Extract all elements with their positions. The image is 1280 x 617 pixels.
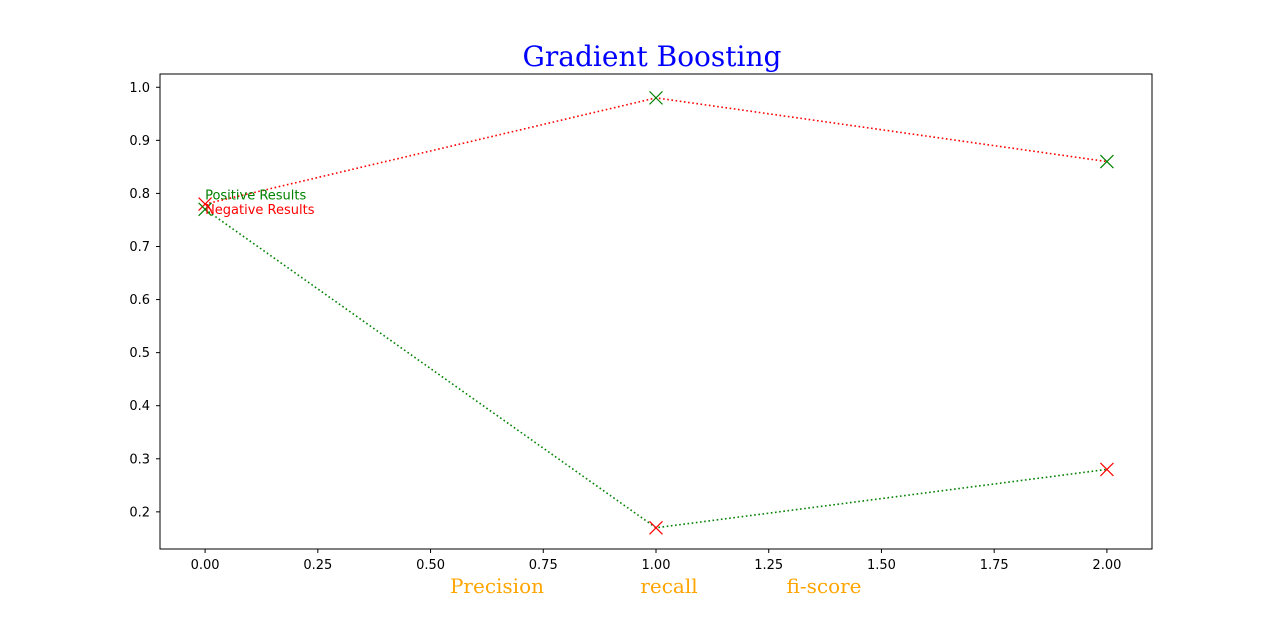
y-tick-label: 0.3 (129, 452, 150, 467)
y-axis: 0.2 0.3 0.4 0.5 0.6 0.7 0.8 0.9 1.0 (129, 81, 160, 520)
x-axis-label-word: fi-score (787, 574, 862, 598)
chart-title: Gradient Boosting (523, 40, 782, 73)
x-tick-label: 1.50 (867, 558, 896, 573)
y-tick-label: 0.6 (129, 293, 150, 308)
series-line-1 (204, 97, 1108, 205)
y-tick-label: 0.2 (129, 505, 150, 520)
data-point-marker (1099, 154, 1114, 169)
annotation-label: Positive Results (205, 188, 306, 203)
x-tick-label: 1.25 (754, 558, 783, 573)
x-tick-label: 2.00 (1092, 558, 1121, 573)
y-tick-label: 1.0 (129, 81, 150, 96)
x-tick-label: 0.25 (303, 558, 332, 573)
data-point-marker (649, 90, 663, 105)
data-point-marker (198, 202, 213, 217)
y-tick-label: 0.7 (129, 240, 150, 255)
data-point-marker (198, 197, 213, 211)
data-point-marker (649, 520, 663, 535)
x-tick-label: 1.00 (642, 558, 671, 573)
x-tick-label: 0.00 (191, 558, 220, 573)
x-axis-label-word: recall (640, 574, 697, 598)
data-point-marker (1099, 462, 1114, 477)
x-tick-label: 0.75 (529, 558, 558, 573)
x-axis-label-word: Precision (450, 574, 544, 598)
y-tick-label: 0.4 (129, 399, 150, 414)
annotation-label: Negative Results (205, 203, 315, 218)
y-tick-label: 0.5 (129, 346, 150, 361)
y-tick-label: 0.8 (129, 187, 150, 202)
plot-frame (159, 73, 1153, 550)
y-tick-label: 0.9 (129, 134, 150, 149)
x-axis: 0.00 0.25 0.50 0.75 1.00 1.25 1.50 1.75 2.00 (191, 549, 1121, 573)
x-tick-label: 0.50 (416, 558, 445, 573)
series-line-2 (204, 208, 1108, 529)
x-tick-label: 1.75 (980, 558, 1009, 573)
